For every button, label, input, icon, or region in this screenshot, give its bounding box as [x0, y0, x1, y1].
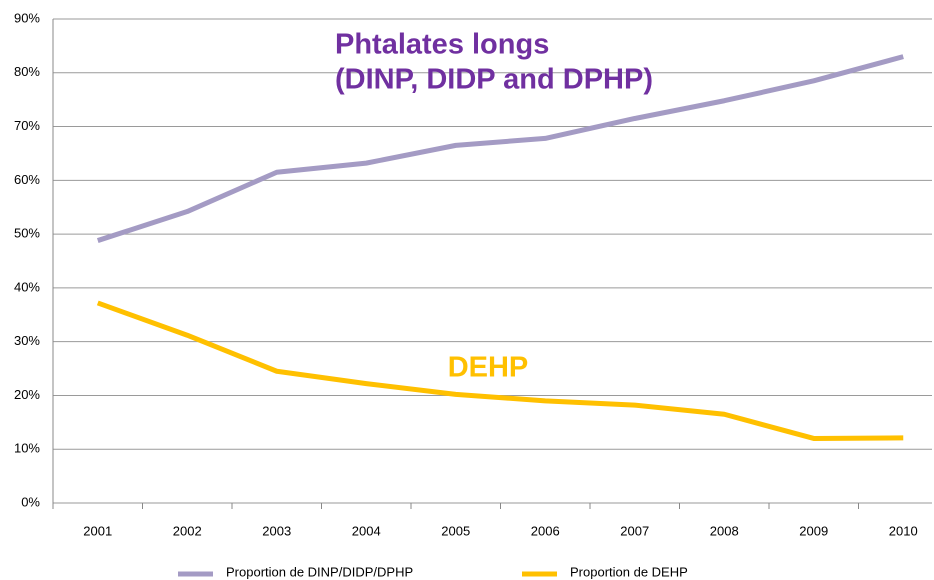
x-tick-label: 2004 — [352, 523, 381, 538]
legend-label: Proportion de DINP/DIDP/DPHP — [226, 564, 413, 579]
annotation: (DINP, DIDP and DPHP) — [335, 64, 653, 96]
y-tick-label: 70% — [14, 118, 40, 133]
y-tick-label: 30% — [14, 333, 40, 348]
x-tick-label: 2003 — [262, 523, 291, 538]
y-tick-label: 60% — [14, 172, 40, 187]
series-line — [96, 300, 904, 441]
annotation: Phtalates longs — [335, 29, 549, 61]
y-tick-label: 90% — [14, 10, 40, 25]
x-tick-label: 2009 — [799, 523, 828, 538]
x-tick-label: 2010 — [889, 523, 918, 538]
annotation: DEHP — [448, 352, 529, 384]
x-tick-label: 2007 — [620, 523, 649, 538]
y-tick-label: 20% — [14, 387, 40, 402]
y-tick-label: 50% — [14, 226, 40, 241]
x-tick-label: 2008 — [710, 523, 739, 538]
y-tick-label: 80% — [14, 64, 40, 79]
x-tick-label: 2002 — [173, 523, 202, 538]
legend-label: Proportion de DEHP — [570, 564, 688, 579]
x-tick-label: 2006 — [531, 523, 560, 538]
y-tick-label: 0% — [21, 494, 40, 509]
series-line — [96, 54, 904, 243]
x-tick-label: 2001 — [83, 523, 112, 538]
y-tick-label: 10% — [14, 441, 40, 456]
x-tick-label: 2005 — [441, 523, 470, 538]
y-tick-label: 40% — [14, 279, 40, 294]
